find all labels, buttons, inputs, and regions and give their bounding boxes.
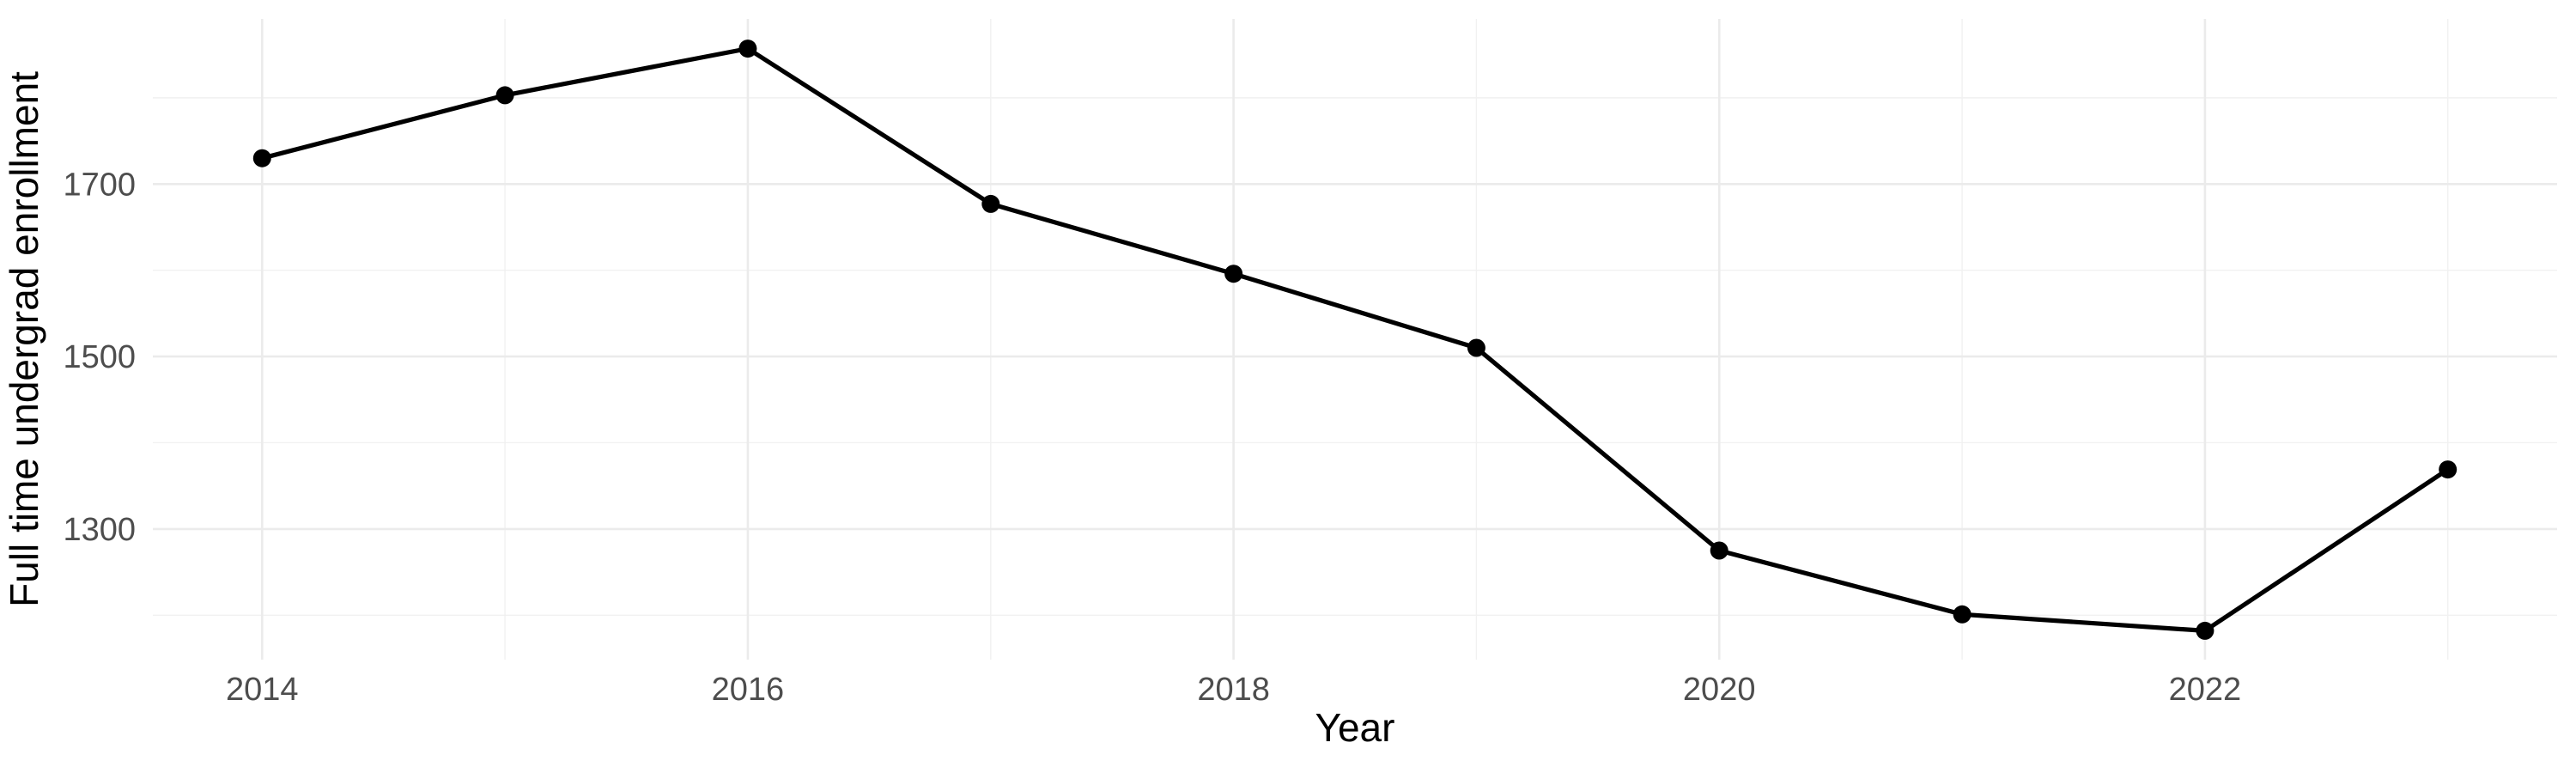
x-axis-tick-labels: 2014 2016 2018 2020 2022: [226, 672, 2241, 708]
data-point: [2196, 621, 2215, 640]
y-axis-tick-labels: 1300 1500 1700: [63, 167, 136, 548]
data-point: [1953, 605, 1971, 624]
x-tick-label: 2022: [2169, 672, 2242, 708]
data-point: [495, 86, 514, 105]
enrollment-series-line: [261, 46, 2450, 634]
data-point: [252, 149, 271, 167]
data-point: [1224, 265, 1243, 283]
x-tick-label: 2020: [1683, 672, 1756, 708]
y-tick-label: 1500: [63, 339, 136, 375]
major-gridlines: [153, 19, 2557, 660]
data-point: [1467, 338, 1485, 357]
y-tick-label: 1300: [63, 512, 136, 548]
x-axis-title: Year: [1315, 705, 1395, 750]
x-tick-label: 2018: [1197, 672, 1270, 708]
data-point: [738, 40, 757, 58]
y-axis-title: Full time undergrad enrollment: [2, 71, 46, 607]
data-points: [252, 40, 2458, 640]
minor-gridlines: [153, 19, 2557, 660]
x-tick-label: 2014: [226, 672, 299, 708]
data-point: [1710, 541, 1728, 560]
data-point: [981, 194, 1000, 213]
x-tick-label: 2016: [712, 672, 785, 708]
data-point: [2439, 460, 2458, 479]
y-tick-label: 1700: [63, 167, 136, 203]
